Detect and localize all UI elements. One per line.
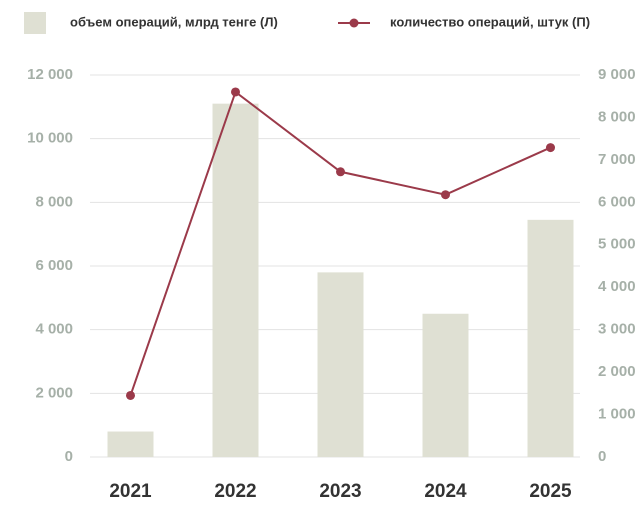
y2-tick-label: 2 000 [598,363,636,380]
x-tick-label: 2025 [529,481,572,502]
y2-tick-label: 6 000 [598,193,636,210]
y-tick-label: 12 000 [27,66,73,83]
bar [422,313,469,457]
y2-tick-label: 8 000 [598,108,636,125]
y-tick-label: 2 000 [35,384,73,401]
y-tick-label: 0 [65,448,73,465]
legend-marker [349,18,359,28]
bar [527,219,574,457]
legend-label: объем операций, млрд тенге (Л) [70,14,278,29]
y2-tick-label: 3 000 [598,321,636,338]
line-marker [126,390,135,400]
y2-tick-label: 9 000 [598,66,636,83]
bar [107,431,154,457]
y-tick-label: 6 000 [35,257,73,274]
x-tick-label: 2023 [319,481,361,502]
line-marker [546,143,555,153]
y-tick-label: 4 000 [35,321,73,338]
y2-tick-label: 7 000 [598,151,636,168]
line-marker [336,167,345,177]
y2-tick-label: 5 000 [598,236,636,253]
bar [317,272,364,457]
y-tick-label: 10 000 [27,130,73,147]
y2-tick-label: 1 000 [598,406,636,423]
y2-tick-label: 0 [598,448,606,465]
legend-label: количество операций, штук (П) [390,14,590,29]
line-marker [231,87,240,97]
y-tick-label: 8 000 [35,193,73,210]
legend-swatch [24,12,46,34]
y2-tick-label: 4 000 [598,278,636,295]
x-tick-label: 2021 [109,481,152,502]
x-tick-label: 2024 [424,481,467,502]
line-marker [441,190,450,200]
bar [212,103,259,458]
x-tick-label: 2022 [214,481,256,502]
